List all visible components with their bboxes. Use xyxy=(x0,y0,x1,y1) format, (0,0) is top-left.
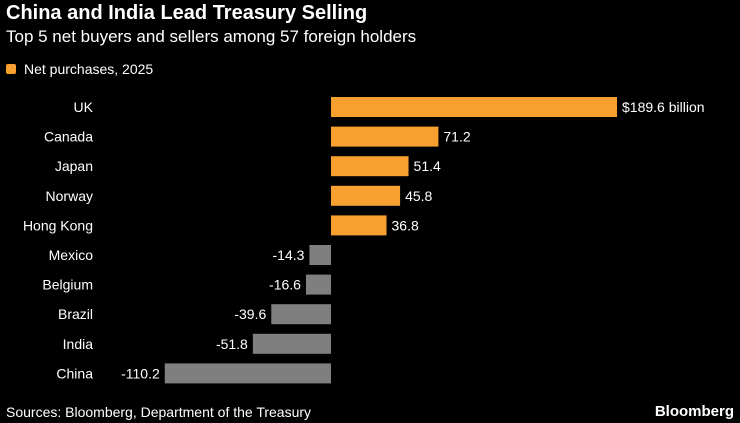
category-label: India xyxy=(63,336,94,352)
data-label: -51.8 xyxy=(216,336,248,352)
category-label: Hong Kong xyxy=(23,217,93,233)
bar xyxy=(331,215,387,236)
bar xyxy=(252,333,331,354)
data-label: 36.8 xyxy=(392,217,419,233)
data-label: -110.2 xyxy=(121,365,160,381)
category-label: Belgium xyxy=(42,277,93,293)
category-label: Canada xyxy=(44,129,93,145)
bar xyxy=(271,304,331,325)
data-label: $189.6 billion xyxy=(622,99,705,115)
chart-title: China and India Lead Treasury Selling xyxy=(6,2,368,24)
data-label: -39.6 xyxy=(234,306,266,322)
category-label: Japan xyxy=(55,158,93,174)
bar xyxy=(331,126,439,147)
category-label: Mexico xyxy=(49,247,94,263)
source-note: Sources: Bloomberg, Department of the Tr… xyxy=(6,404,312,420)
chart-subtitle: Top 5 net buyers and sellers among 57 fo… xyxy=(6,27,417,46)
brand-logo: Bloomberg xyxy=(654,403,734,420)
data-label: 51.4 xyxy=(414,158,441,174)
bar xyxy=(331,185,401,206)
data-label: -16.6 xyxy=(269,277,301,293)
data-label: 45.8 xyxy=(405,188,432,204)
bar xyxy=(309,245,331,265)
category-label: UK xyxy=(74,99,94,115)
legend: Net purchases, 2025 xyxy=(6,61,153,77)
bar xyxy=(164,363,331,384)
bar xyxy=(305,274,331,295)
legend-label: Net purchases, 2025 xyxy=(24,61,154,77)
data-label: -14.3 xyxy=(273,247,305,263)
bar xyxy=(331,156,409,177)
category-label: Norway xyxy=(46,188,93,204)
category-label: China xyxy=(56,365,93,381)
category-label: Brazil xyxy=(58,306,93,322)
bar xyxy=(331,97,617,117)
data-label: 71.2 xyxy=(443,129,470,145)
legend-swatch xyxy=(6,64,16,74)
